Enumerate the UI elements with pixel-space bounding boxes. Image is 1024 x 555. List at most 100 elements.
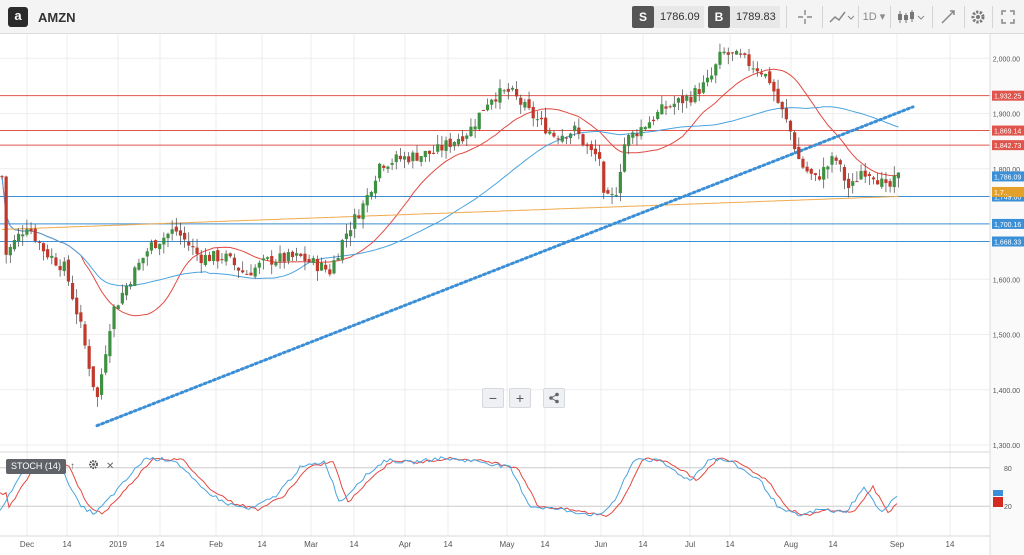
toolbar-divider [858, 6, 859, 28]
candle-body [62, 261, 66, 272]
gear-icon[interactable] [88, 459, 99, 475]
candle-body [37, 241, 41, 243]
candle-body [116, 305, 120, 310]
sell-button[interactable]: S [632, 6, 654, 28]
candle-body [162, 237, 166, 245]
stoch-level-label: 80 [1004, 466, 1012, 473]
candle-body [859, 171, 863, 180]
price-tick-label: 1,800.00 [993, 167, 1020, 174]
price-tick-label: 1,600.00 [993, 277, 1020, 284]
candle-body [838, 160, 842, 165]
candle-body [241, 270, 245, 273]
candle-body [589, 144, 593, 151]
candle-body [153, 240, 158, 249]
candle-body [871, 177, 876, 180]
chart-type-icon[interactable] [826, 5, 856, 29]
candle-body [386, 166, 390, 169]
candle-body [29, 228, 33, 232]
candle-body [266, 257, 270, 259]
settings-icon[interactable] [966, 5, 990, 29]
candle-body [299, 253, 303, 257]
candle-body [510, 87, 515, 90]
candle-body [75, 297, 79, 315]
candle-body [137, 262, 141, 270]
zoom-out-button[interactable]: − [482, 388, 504, 408]
candle-body [21, 234, 25, 237]
time-tick-label: Jun [595, 540, 608, 549]
level-tag [992, 125, 1024, 136]
price-chart[interactable]: 2,000.001,900.001,800.001,700.001,600.00… [0, 34, 1024, 555]
candle-body [672, 103, 676, 108]
candle-body [896, 172, 900, 179]
price-tag-label: 1,786.09 [994, 174, 1021, 181]
level-tag-label: 1,700.16 [994, 222, 1021, 229]
candle-body [108, 331, 112, 357]
candle-body [444, 140, 448, 151]
candle-body [739, 53, 743, 55]
candle-body [349, 230, 353, 237]
time-tick-label: 2019 [109, 540, 127, 549]
candle-body [328, 269, 332, 275]
candle-body [880, 178, 884, 187]
time-tick-label: 14 [258, 540, 267, 549]
zoom-in-button[interactable]: + [509, 388, 531, 408]
sell-price[interactable]: 1786.09 [654, 6, 704, 28]
timeframe-dropdown[interactable]: 1D ▾ [862, 11, 886, 23]
time-tick-label: Dec [20, 540, 34, 549]
candle-body [100, 374, 104, 395]
candle-body [606, 190, 610, 194]
buy-price[interactable]: 1789.83 [730, 6, 780, 28]
buy-button[interactable]: B [708, 6, 730, 28]
candle-body [324, 264, 328, 270]
candle-body [390, 163, 394, 165]
time-tick-label: 14 [444, 540, 453, 549]
time-axis: Dec 14 2019 14 Feb 14 Mar 14 Apr 14 May 14 Jun 14 Jul 1… [20, 540, 955, 549]
candle-body [207, 254, 212, 262]
toolbar-divider [822, 6, 823, 28]
crosshair-icon[interactable] [792, 5, 818, 29]
draw-icon[interactable] [934, 5, 962, 29]
candle-body [477, 112, 481, 130]
time-tick-label: 14 [63, 540, 72, 549]
candle-body [456, 138, 461, 145]
candle-body [681, 95, 685, 104]
candle-body [232, 257, 236, 266]
candle-body [369, 191, 373, 197]
candle-body [772, 81, 776, 92]
candle-body [178, 230, 183, 236]
candle-body [158, 243, 162, 250]
arrow-up-icon[interactable]: ↑ [70, 461, 75, 472]
close-icon[interactable]: ✕ [106, 461, 115, 472]
level-tag [992, 90, 1024, 101]
time-tick-label: Apr [399, 540, 412, 549]
share-button[interactable] [543, 388, 565, 408]
amazon-logo-icon: a [8, 7, 28, 27]
candles-icon[interactable] [894, 5, 928, 29]
candle-body [290, 251, 295, 258]
candle-body [307, 259, 311, 263]
ma-blue-line [1, 106, 899, 287]
time-tick-label: Sep [890, 540, 905, 549]
time-tick-label: 14 [350, 540, 359, 549]
candle-body [311, 258, 315, 263]
candle-body [631, 132, 635, 138]
candle-body [490, 99, 494, 105]
support-trendline [95, 105, 915, 428]
candle-body [481, 109, 485, 111]
toolbar-divider [932, 6, 933, 28]
candle-body [755, 68, 759, 72]
candle-body [660, 104, 664, 115]
candle-body [622, 144, 627, 172]
candle-body [797, 146, 801, 160]
candle-body [714, 64, 718, 76]
candle-body [50, 255, 54, 258]
candle-body [319, 262, 324, 271]
level-tag [992, 236, 1024, 247]
candle-body [730, 52, 734, 54]
expand-icon[interactable] [996, 5, 1020, 29]
candle-body [228, 253, 232, 257]
candle-body [651, 119, 656, 122]
stoch-indicator-label[interactable]: STOCH (14) [6, 459, 66, 474]
toolbar: a AMZN S 1786.09 B 1789.83 1D ▾ [0, 0, 1024, 34]
candle-body [4, 176, 8, 255]
